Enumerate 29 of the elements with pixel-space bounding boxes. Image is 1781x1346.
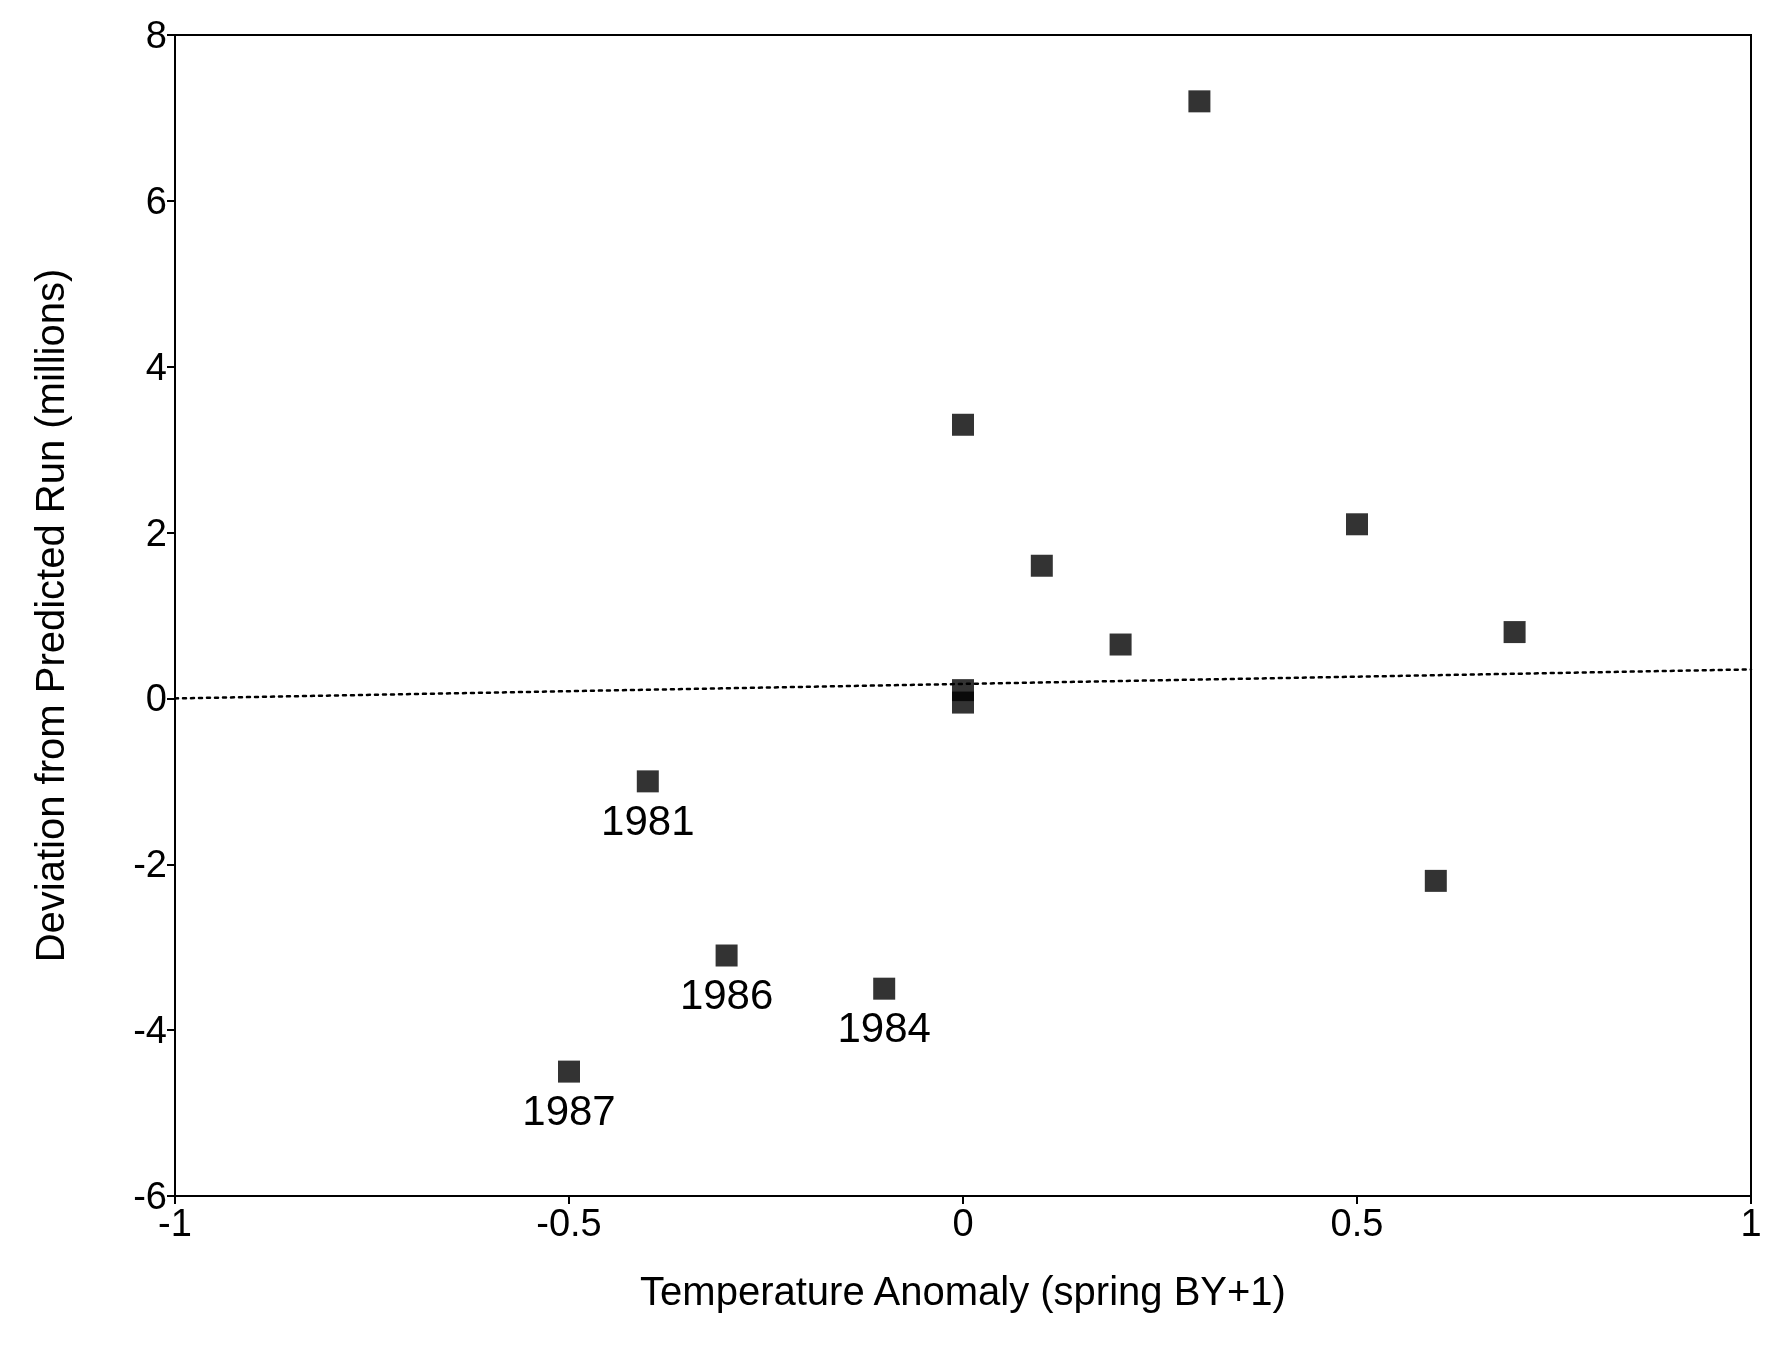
point — [952, 413, 974, 436]
point — [1030, 554, 1053, 577]
y-tick-label: 2 — [145, 511, 167, 554]
annotation: 1987 — [522, 1087, 616, 1135]
point — [715, 944, 738, 967]
point — [873, 977, 896, 1000]
y-tick-label: -2 — [133, 843, 167, 886]
point — [952, 691, 974, 714]
y-tick-label: 0 — [145, 677, 167, 720]
x-tick-label: 0.5 — [1330, 1202, 1384, 1244]
point — [1503, 621, 1526, 644]
point — [1109, 633, 1132, 656]
x-tick-label: 0 — [952, 1202, 974, 1244]
y-tick-label: -4 — [133, 1009, 167, 1052]
y-tick-label: 4 — [145, 345, 167, 388]
point — [1346, 513, 1368, 536]
point — [1424, 869, 1447, 892]
x-tick-label: 1 — [1740, 1202, 1762, 1244]
y-tick-label: 8 — [145, 14, 167, 56]
point — [558, 1060, 580, 1083]
y-tick-label: 6 — [145, 179, 167, 222]
annotation: 1984 — [837, 1004, 931, 1052]
annotation: 1986 — [679, 971, 774, 1019]
point — [1188, 90, 1211, 113]
x-tick-label: -0.5 — [536, 1202, 602, 1244]
y-axis-title: Deviation from Predicted Run (millions) — [28, 268, 72, 963]
annotation: 1981 — [601, 796, 695, 844]
point — [636, 770, 659, 793]
x-axis-title: Temperature Anomaly (spring BY+1) — [640, 1269, 1286, 1313]
